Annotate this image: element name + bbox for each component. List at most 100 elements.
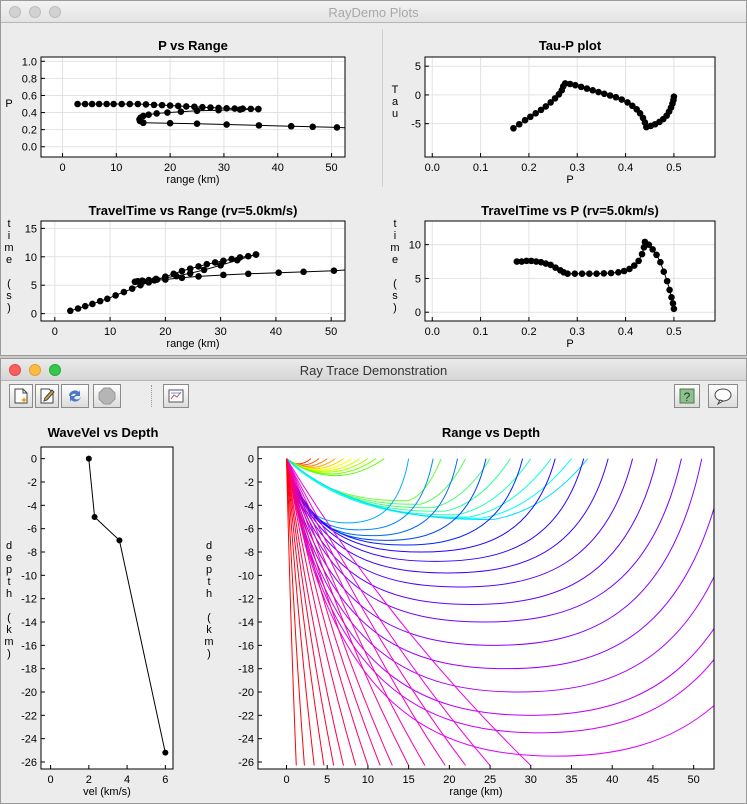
- data-point: [640, 244, 648, 251]
- data-point: [527, 113, 534, 121]
- data-point: [593, 270, 600, 278]
- help-button[interactable]: ?: [674, 384, 700, 408]
- x-tick-label: 0.3: [570, 326, 585, 338]
- zoom-icon[interactable]: [49, 364, 61, 376]
- ray-path: [286, 458, 369, 766]
- minimize-icon[interactable]: [29, 364, 41, 376]
- data-point: [200, 266, 208, 274]
- x-tick-label: 0: [59, 162, 65, 174]
- new-document-button[interactable]: [9, 384, 33, 408]
- comment-button[interactable]: [708, 384, 738, 408]
- data-point: [126, 100, 134, 108]
- x-tick-label: 0.4: [618, 162, 633, 174]
- data-point: [618, 96, 626, 103]
- data-point: [193, 107, 201, 115]
- ray-trace-window-titlebar[interactable]: Ray Trace Demonstration: [1, 359, 746, 381]
- x-tick-label: 4: [124, 774, 130, 786]
- x-tick-label: 0.5: [666, 162, 681, 174]
- edit-document-button[interactable]: [35, 384, 59, 408]
- y-tick-label: -22: [238, 710, 254, 722]
- y-axis-label: s: [392, 290, 398, 302]
- close-icon[interactable]: [9, 6, 21, 18]
- x-axis-label: P: [566, 338, 573, 350]
- ray-path: [286, 458, 487, 541]
- y-tick-label: 15: [25, 223, 37, 235]
- y-tick-label: 5: [415, 61, 421, 73]
- y-tick-label: 0: [31, 309, 37, 321]
- data-point: [233, 256, 241, 264]
- data-point: [116, 537, 123, 544]
- ray-path: [286, 458, 609, 574]
- data-point: [255, 122, 263, 129]
- ray-path: [286, 458, 335, 766]
- x-tick-label: 10: [110, 162, 122, 174]
- x-tick-label: 10: [104, 326, 116, 338]
- data-point: [195, 263, 202, 270]
- y-tick-label: 10: [25, 252, 37, 264]
- data-point: [178, 274, 186, 282]
- toolbar: ?: [1, 381, 746, 411]
- x-tick-label: 35: [565, 774, 577, 786]
- data-point: [657, 258, 664, 266]
- y-tick-label: -10: [238, 570, 254, 582]
- x-tick-label: 20: [164, 162, 176, 174]
- data-point: [134, 100, 142, 108]
- data-point: [118, 100, 126, 108]
- traveltime-vs-p-panel: 0.0 0.1 0.2 0.3 0.4 0.5 0 5 10 TravelTime vs P (r…: [383, 191, 746, 355]
- data-point: [523, 257, 530, 265]
- ray-path: [286, 458, 410, 766]
- y-tick-label: 5: [415, 273, 421, 285]
- y-tick-label: -14: [238, 617, 254, 629]
- data-layer: [66, 251, 345, 315]
- data-point: [645, 241, 653, 248]
- y-tick-label: -24: [238, 734, 254, 746]
- data-point: [252, 251, 260, 258]
- chart-window-button[interactable]: [163, 384, 189, 408]
- tau-p-svg: 0.0 0.1 0.2 0.3 0.4 0.5 -5 0 5 Tau-P plot P Tau: [392, 38, 716, 186]
- y-axis-label: P: [5, 98, 12, 110]
- data-point: [220, 271, 227, 279]
- y-axis-label: d: [206, 540, 212, 552]
- zoom-icon[interactable]: [49, 6, 61, 18]
- data-point: [561, 80, 569, 87]
- ray-path: [286, 458, 315, 766]
- chart-window-icon: [168, 389, 184, 403]
- y-tick-label: 0: [415, 90, 421, 102]
- refresh-icon: [69, 390, 81, 402]
- data-point: [193, 120, 201, 127]
- data-point: [96, 297, 104, 305]
- ray-path: [286, 458, 556, 553]
- y-axis-label: u: [392, 108, 398, 120]
- x-tick-label: 0.5: [666, 326, 681, 338]
- data-point: [158, 101, 166, 109]
- plots-window-titlebar[interactable]: RayDemo Plots: [1, 1, 746, 23]
- y-axis-label: h: [6, 588, 12, 600]
- y-axis-label: (: [207, 612, 211, 624]
- data-point: [150, 101, 158, 109]
- minimize-icon[interactable]: [29, 6, 41, 18]
- x-axis-label: P: [566, 174, 573, 186]
- y-tick-label: -26: [238, 757, 254, 769]
- y-axis-label: e: [6, 552, 12, 564]
- x-tick-label: 50: [325, 162, 337, 174]
- data-point: [85, 455, 92, 462]
- wavevel-vs-depth-panel: 0 2 4 6 0 -2 -4 -6 -8 -10 -12 -14 -16 -18 -20 -22 -24 -26…: [1, 415, 201, 803]
- y-axis-label: ): [207, 648, 211, 660]
- refresh-button[interactable]: [61, 384, 89, 408]
- data-point: [203, 260, 211, 268]
- ray-path: [286, 458, 714, 693]
- stop-button[interactable]: [93, 384, 121, 408]
- close-icon[interactable]: [9, 364, 21, 376]
- plot-frame: [40, 446, 174, 770]
- ray-path: [286, 458, 491, 766]
- x-tick-label: 0.2: [521, 326, 536, 338]
- y-tick-label: -18: [238, 664, 254, 676]
- series-line: [88, 458, 166, 753]
- data-point: [589, 87, 597, 94]
- chart-title: TravelTime vs P (rv=5.0km/s): [481, 203, 659, 218]
- x-tick-label: 0: [283, 774, 289, 786]
- traveltime-vs-range-panel: 0 10 20 30 40 50 0 5 10 15 TravelTime vs Range (rv…: [1, 191, 381, 355]
- x-tick-label: 20: [443, 774, 455, 786]
- traveltime-vs-p-svg: 0.0 0.1 0.2 0.3 0.4 0.5 0 5 10 TravelTime vs P (r…: [390, 203, 716, 350]
- toolbar-separator: [151, 385, 153, 407]
